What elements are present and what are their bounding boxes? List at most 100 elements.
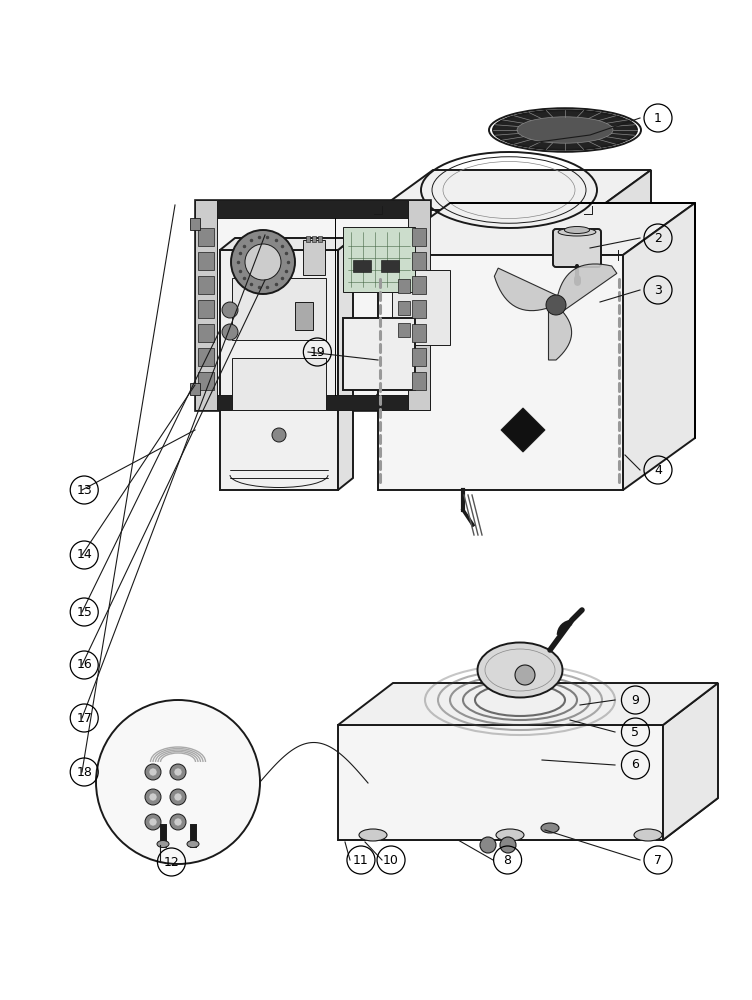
Bar <box>398 279 410 293</box>
Circle shape <box>272 428 286 442</box>
Circle shape <box>480 837 496 853</box>
Bar <box>198 276 214 294</box>
Polygon shape <box>501 408 545 452</box>
Bar <box>392 270 450 345</box>
Circle shape <box>149 818 157 826</box>
Text: 4: 4 <box>654 464 662 477</box>
Polygon shape <box>596 170 651 290</box>
Ellipse shape <box>157 840 169 848</box>
Circle shape <box>174 793 182 801</box>
Circle shape <box>245 244 281 280</box>
Circle shape <box>515 665 535 685</box>
Circle shape <box>231 230 295 294</box>
Circle shape <box>145 789 161 805</box>
Text: 5: 5 <box>632 726 639 738</box>
Text: 14: 14 <box>77 548 92 562</box>
Ellipse shape <box>634 829 662 841</box>
Bar <box>232 358 326 410</box>
Bar <box>412 300 426 318</box>
Polygon shape <box>548 305 572 360</box>
Polygon shape <box>378 203 695 255</box>
Bar <box>195 200 430 410</box>
Text: 18: 18 <box>76 766 92 778</box>
Bar <box>343 227 415 292</box>
Bar <box>381 260 399 272</box>
Bar <box>398 301 410 315</box>
Text: 12: 12 <box>164 856 179 868</box>
Bar <box>412 252 426 270</box>
Text: 3: 3 <box>654 284 662 296</box>
Bar <box>198 348 214 366</box>
Circle shape <box>170 814 186 830</box>
Bar <box>412 348 426 366</box>
Bar <box>195 395 430 410</box>
Circle shape <box>222 302 238 318</box>
Polygon shape <box>378 170 651 210</box>
Bar <box>312 236 316 242</box>
Ellipse shape <box>541 823 559 833</box>
Bar <box>338 725 663 840</box>
Circle shape <box>174 818 182 826</box>
Bar <box>198 300 214 318</box>
Bar <box>303 240 325 275</box>
Circle shape <box>145 764 161 780</box>
Bar <box>353 260 371 272</box>
Ellipse shape <box>478 643 562 698</box>
Circle shape <box>170 789 186 805</box>
Bar <box>232 278 326 340</box>
Circle shape <box>96 700 260 864</box>
Ellipse shape <box>493 110 637 150</box>
Polygon shape <box>623 203 695 490</box>
Text: 13: 13 <box>77 484 92 496</box>
Circle shape <box>500 837 516 853</box>
Bar <box>198 372 214 390</box>
Bar <box>190 383 200 395</box>
Circle shape <box>145 814 161 830</box>
Circle shape <box>222 324 238 340</box>
Text: 6: 6 <box>632 758 639 772</box>
Polygon shape <box>220 238 353 250</box>
Circle shape <box>546 295 566 315</box>
Ellipse shape <box>187 840 199 848</box>
Polygon shape <box>338 798 718 840</box>
Polygon shape <box>338 683 718 725</box>
Bar <box>398 323 410 337</box>
Circle shape <box>149 793 157 801</box>
Bar <box>378 255 623 490</box>
Bar <box>408 200 430 410</box>
Text: 16: 16 <box>77 658 92 672</box>
Bar <box>412 372 426 390</box>
Bar <box>198 228 214 246</box>
Text: 7: 7 <box>654 854 662 866</box>
Text: 19: 19 <box>310 346 325 359</box>
Bar <box>198 324 214 342</box>
Circle shape <box>149 768 157 776</box>
Text: 9: 9 <box>632 694 639 706</box>
Text: 15: 15 <box>76 605 92 618</box>
Bar <box>198 252 214 270</box>
Polygon shape <box>494 268 559 311</box>
Polygon shape <box>220 250 338 490</box>
Bar <box>412 324 426 342</box>
Ellipse shape <box>565 227 590 233</box>
Bar <box>318 236 322 242</box>
Polygon shape <box>378 210 596 290</box>
Bar <box>412 228 426 246</box>
Polygon shape <box>556 264 617 312</box>
Ellipse shape <box>558 228 596 236</box>
Bar <box>343 318 415 390</box>
Text: 17: 17 <box>76 712 92 724</box>
Bar <box>195 200 430 218</box>
Text: 2: 2 <box>654 232 662 244</box>
Bar <box>190 218 200 230</box>
Ellipse shape <box>517 117 613 143</box>
Ellipse shape <box>496 829 524 841</box>
Bar <box>195 200 217 410</box>
Circle shape <box>174 768 182 776</box>
Bar <box>295 302 313 330</box>
Polygon shape <box>663 683 718 840</box>
Polygon shape <box>338 238 353 490</box>
Text: 10: 10 <box>383 854 399 866</box>
Text: 1: 1 <box>654 111 662 124</box>
Ellipse shape <box>359 829 387 841</box>
